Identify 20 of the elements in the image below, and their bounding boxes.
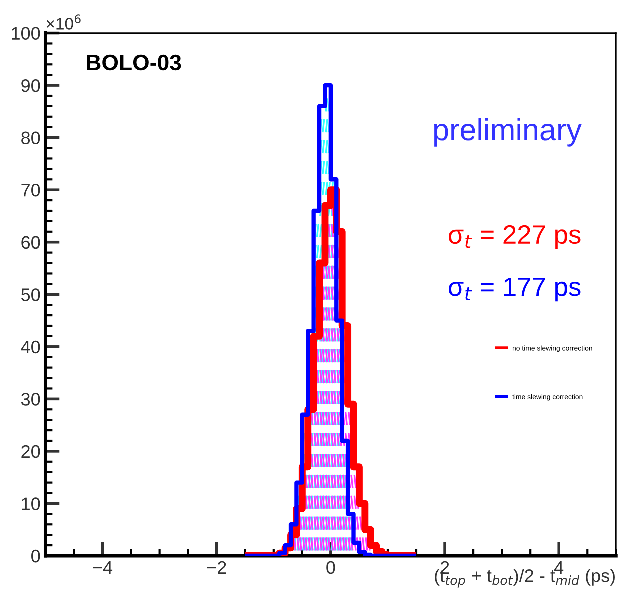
- y-tick-label: 100: [12, 27, 40, 40]
- y-tick-label: 0: [32, 550, 40, 563]
- y-tick-label: 20: [22, 445, 40, 458]
- annotation: BOLO-03: [87, 54, 182, 71]
- x-tick-label: 4: [554, 562, 564, 574]
- x-tick-label: 0: [326, 561, 336, 574]
- annotation: preliminary: [434, 118, 582, 147]
- y-axis-title: ×10$^{6}$: [46, 14, 81, 30]
- x-tick-label: −2: [207, 561, 226, 574]
- y-tick-label: 10: [22, 498, 40, 510]
- y-tick-label: 30: [21, 393, 40, 406]
- annotation: σ$_{t}$ = 177 ps: [448, 278, 581, 302]
- y-tick-label: 90: [22, 79, 40, 92]
- y-tick-label: 60: [22, 236, 40, 250]
- y-tick-label: 80: [22, 132, 40, 145]
- annotation: σ$_{t}$ = 227 ps: [448, 225, 581, 250]
- y-tick-label: 50: [22, 288, 40, 302]
- x-tick-label: −4: [93, 562, 113, 574]
- y-tick-label: 40: [21, 340, 40, 354]
- y-tick-label: 70: [22, 184, 40, 197]
